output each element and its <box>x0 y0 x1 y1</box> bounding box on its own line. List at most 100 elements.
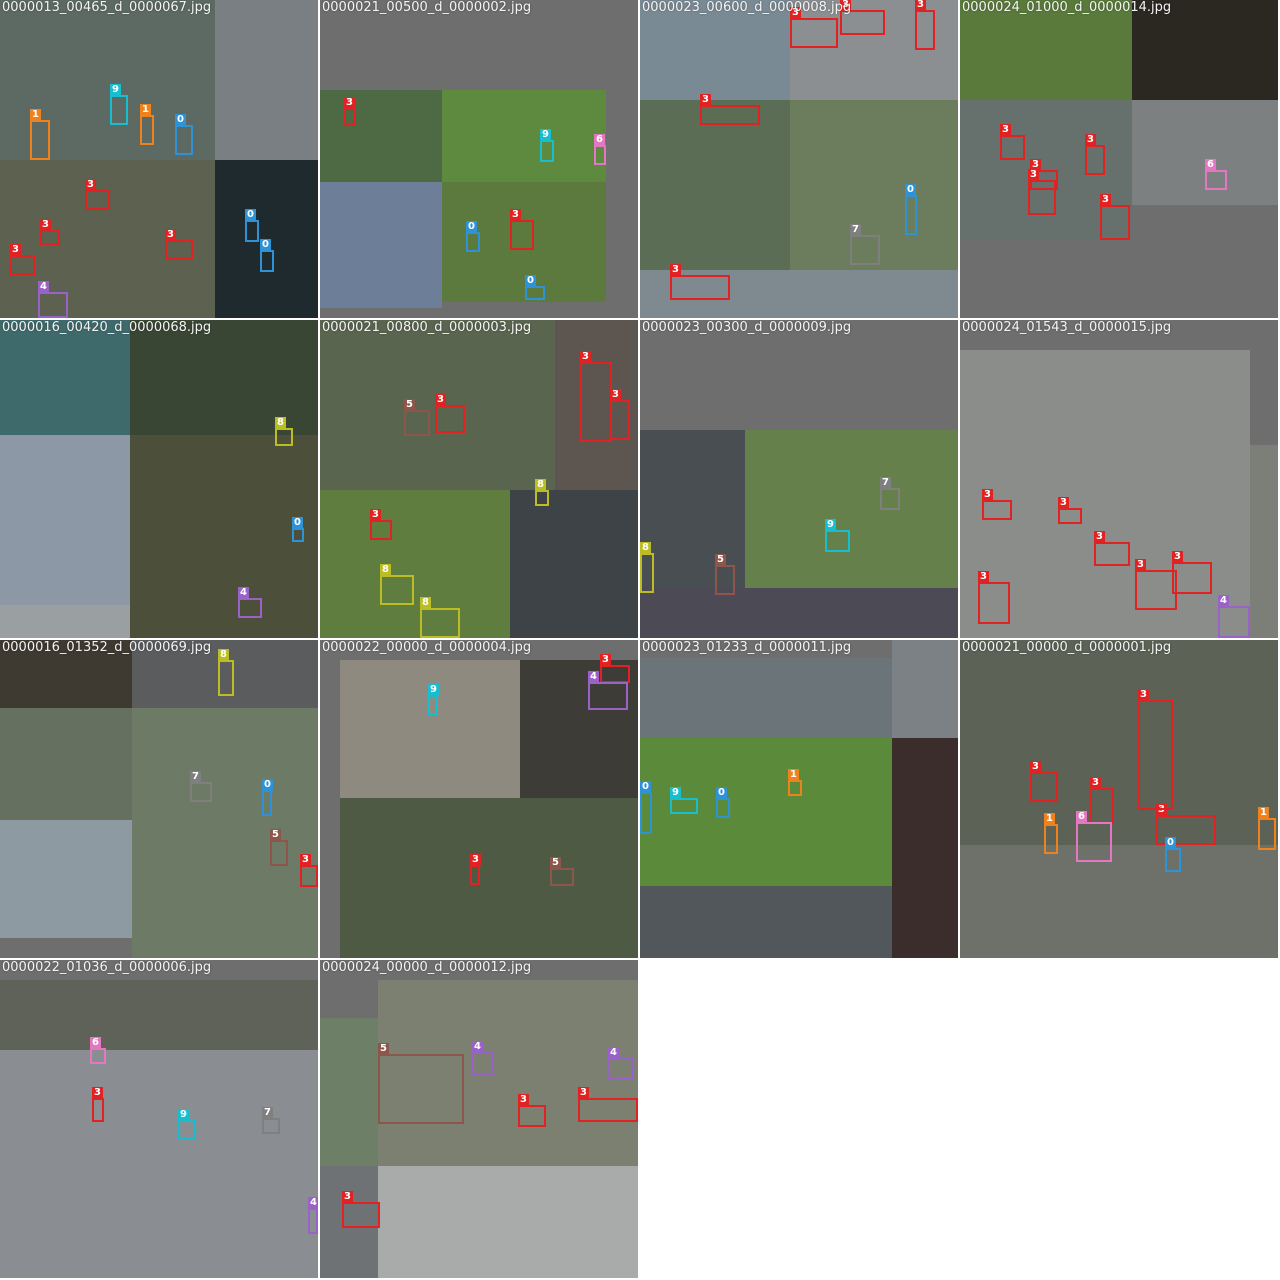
detection-class-label: 3 <box>518 1094 529 1106</box>
detection-box: 0 <box>1165 837 1181 872</box>
detection-box: 5 <box>404 399 430 436</box>
detection-class-label: 0 <box>175 114 186 126</box>
detection-class-label: 1 <box>1258 807 1269 819</box>
detection-class-label: 1 <box>1044 813 1055 825</box>
detection-box: 3 <box>1100 194 1130 240</box>
image-tile <box>640 430 745 588</box>
detection-class-label: 3 <box>578 1087 589 1099</box>
detection-class-label: 3 <box>370 509 381 521</box>
detection-box: 1 <box>1044 813 1058 854</box>
detection-box: 5 <box>270 829 288 866</box>
detection-class-label: 9 <box>178 1109 189 1121</box>
image-tile <box>745 430 958 588</box>
detection-class-label: 7 <box>880 477 891 489</box>
detection-class-label: 8 <box>640 542 651 554</box>
image-tile <box>0 980 318 1050</box>
image-tile <box>640 588 958 638</box>
mosaic-cell: 3 9 6 3 0 0 0000021_00500_d_0000002.jpg <box>320 0 638 318</box>
image-tile <box>442 182 606 302</box>
mosaic-cell: 5 3 4 3 3 4 0000024_00000_d_0000012.jpg <box>320 960 638 1278</box>
detection-box: 4 <box>608 1047 634 1080</box>
detection-box: 4 <box>238 587 262 618</box>
detection-box: 5 <box>378 1043 464 1124</box>
detection-box: 7 <box>262 1107 280 1134</box>
detection-box: 0 <box>466 221 480 252</box>
detection-box: 0 <box>245 209 259 242</box>
detection-box: 9 <box>825 519 850 552</box>
detection-box: 3 <box>600 654 630 683</box>
image-tile <box>442 90 606 182</box>
detection-class-label: 0 <box>716 787 727 799</box>
detection-class-label: 3 <box>1094 531 1105 543</box>
detection-class-label: 3 <box>978 571 989 583</box>
image-filename: 0000013_00465_d_0000067.jpg <box>2 0 212 15</box>
image-tile <box>640 658 892 738</box>
image-tile <box>0 160 215 318</box>
detection-class-label: 3 <box>1058 497 1069 509</box>
mosaic-cell: 3 3 3 3 3 6 0000024_01000_d_0000014.jpg <box>960 0 1278 318</box>
detection-class-label: 8 <box>275 417 286 429</box>
image-tile <box>640 100 790 270</box>
detection-class-label: 3 <box>1090 777 1101 789</box>
image-tile <box>510 490 638 638</box>
image-tile <box>640 886 892 958</box>
detection-class-label: 3 <box>165 229 176 241</box>
detection-box: 3 <box>85 179 110 210</box>
detection-box: 3 <box>1138 689 1173 810</box>
detection-box: 0 <box>640 781 652 834</box>
detection-class-label: 3 <box>1138 689 1149 701</box>
detection-box: 8 <box>640 542 654 593</box>
detection-box: 3 <box>1030 761 1058 802</box>
detection-class-label: 3 <box>670 264 681 276</box>
detection-class-label: 0 <box>262 779 273 791</box>
image-filename: 0000016_00420_d_0000068.jpg <box>2 320 212 335</box>
image-tile <box>892 738 958 958</box>
detection-box: 3 <box>470 854 481 885</box>
detection-class-label: 1 <box>788 769 799 781</box>
detection-box: 6 <box>1076 811 1112 862</box>
mosaic-cell: 3 3 3 3 0 7 3 0000023_00600_d_0000008.jpg <box>640 0 958 318</box>
detection-box: 0 <box>262 779 273 816</box>
image-filename: 0000024_01543_d_0000015.jpg <box>962 320 1172 335</box>
detection-box: 3 <box>344 97 356 126</box>
image-tile <box>1132 0 1278 100</box>
detection-box: 1 <box>1258 807 1276 850</box>
detection-box: 3 <box>518 1094 546 1127</box>
detection-class-label: 4 <box>1218 595 1229 607</box>
detection-box: 1 <box>788 769 802 796</box>
mosaic-cell: 3 3 6 3 1 1 0 3 0000021_00000_d_0000001.jpg <box>960 640 1278 958</box>
detection-class-label: 9 <box>825 519 836 531</box>
image-tile <box>130 320 318 435</box>
detection-class-label: 3 <box>1028 169 1039 181</box>
detection-class-label: 8 <box>420 597 431 609</box>
image-tile <box>320 490 510 638</box>
image-filename: 0000021_00000_d_0000001.jpg <box>962 640 1172 655</box>
detection-box: 0 <box>716 787 730 818</box>
detection-box: 8 <box>275 417 293 446</box>
detection-box: 0 <box>260 239 274 272</box>
detection-box: 4 <box>38 281 68 318</box>
image-tile <box>960 0 1132 100</box>
image-tile <box>0 640 132 708</box>
detection-box: 7 <box>850 224 880 265</box>
image-filename: 0000023_00600_d_0000008.jpg <box>642 0 852 15</box>
detection-box: 3 <box>982 489 1012 520</box>
detection-box: 9 <box>540 129 554 162</box>
detection-box: 3 <box>670 264 730 300</box>
detection-class-label: 3 <box>915 0 926 11</box>
detection-class-label: 3 <box>790 7 801 19</box>
detection-class-label: 0 <box>525 275 536 287</box>
image-tile <box>340 660 540 798</box>
detection-class-label: 3 <box>344 97 355 109</box>
detection-box: 3 <box>1058 497 1082 524</box>
detection-class-label: 0 <box>292 517 303 529</box>
detection-class-label: 3 <box>600 654 611 666</box>
detection-box: 3 <box>580 351 612 442</box>
detection-class-label: 6 <box>90 1037 101 1049</box>
detection-class-label: 3 <box>700 94 711 106</box>
detection-class-label: 5 <box>550 857 561 869</box>
image-filename: 0000016_01352_d_0000069.jpg <box>2 640 212 655</box>
detection-class-label: 4 <box>38 281 49 293</box>
detection-box: 8 <box>420 597 460 638</box>
image-filename: 0000022_01036_d_0000006.jpg <box>2 960 212 975</box>
